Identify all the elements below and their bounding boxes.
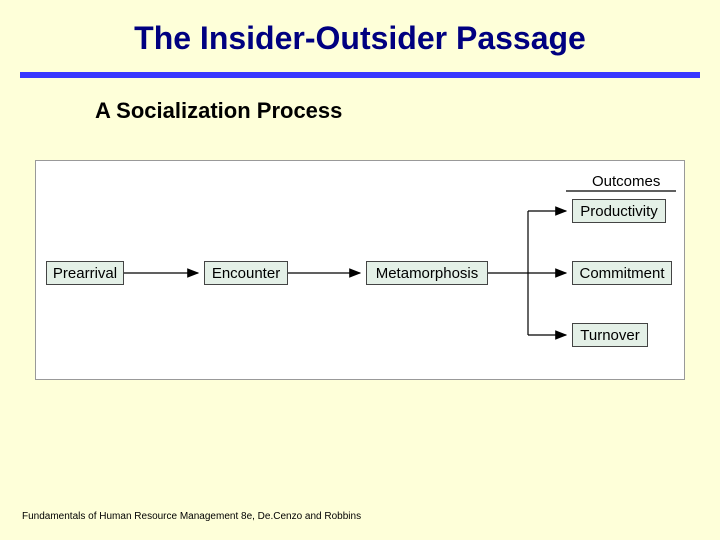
footer-citation: Fundamentals of Human Resource Managemen… [22,511,361,522]
box-metamorphosis: Metamorphosis [366,261,488,285]
box-turnover: Turnover [572,323,648,347]
page-title: The Insider-Outsider Passage [0,0,720,72]
box-encounter: Encounter [204,261,288,285]
subtitle: A Socialization Process [95,98,720,124]
diagram: Outcomes Prearrival Encounter Metamorpho… [35,160,685,380]
box-prearrival: Prearrival [46,261,124,285]
title-bar [20,72,700,78]
box-commitment: Commitment [572,261,672,285]
outcomes-label: Outcomes [592,173,660,190]
box-productivity: Productivity [572,199,666,223]
